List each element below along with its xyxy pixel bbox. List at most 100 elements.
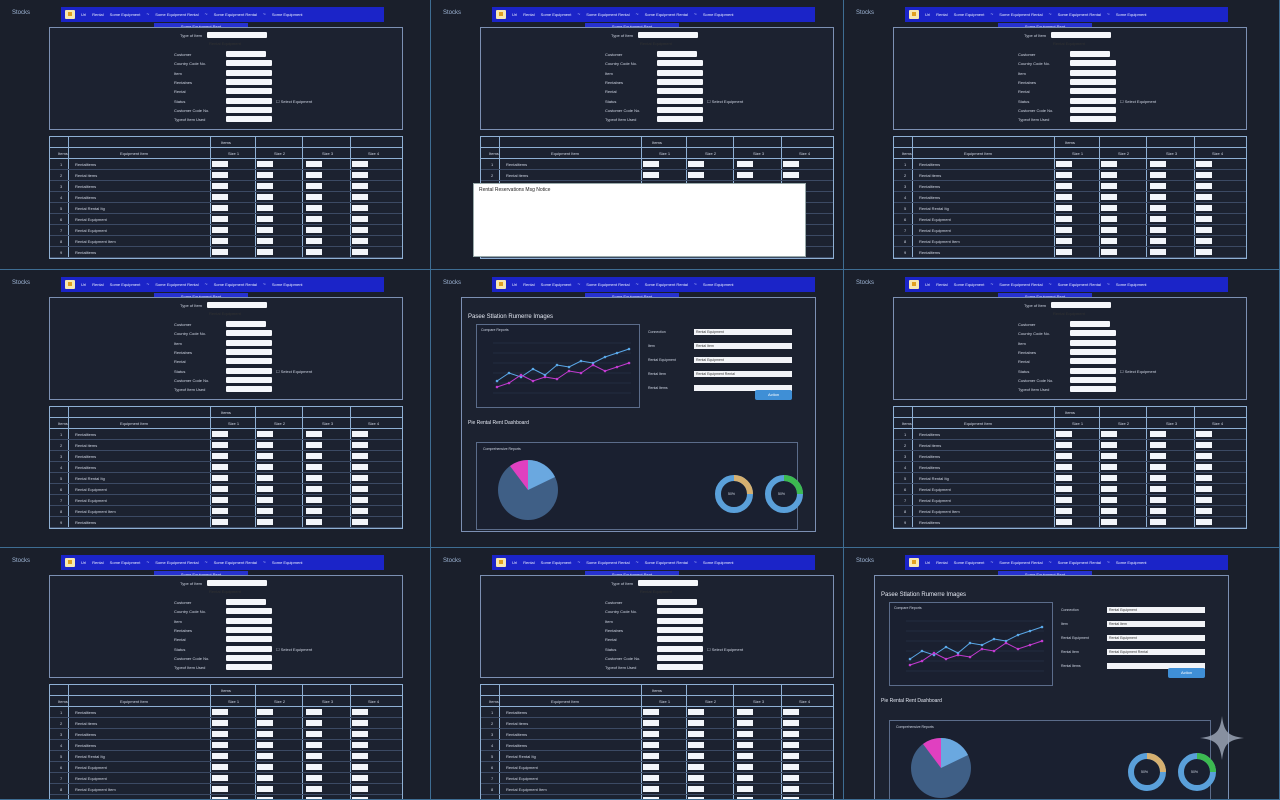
size-input[interactable] [257,216,273,222]
select-equipment-checkbox[interactable]: ☐ Select Equipment [276,647,312,652]
size-input[interactable] [257,183,273,189]
size-input[interactable] [1101,486,1117,492]
nav-item[interactable]: Some Equipment [540,282,572,287]
table-row[interactable]: 7 Rental Equipment [50,773,402,784]
size-input[interactable] [1196,508,1212,514]
size-input[interactable] [306,497,322,503]
size-input[interactable] [688,709,704,715]
size-input[interactable] [1056,227,1072,233]
size-input[interactable] [257,431,273,437]
form-field[interactable] [657,654,703,661]
table-row[interactable]: 2 Rental items [894,170,1246,181]
size-input[interactable] [212,183,228,189]
size-input[interactable] [1196,172,1212,178]
nav-item[interactable]: Some Equipment [109,282,141,287]
column-header[interactable]: Items [902,151,912,156]
size-input[interactable] [1150,249,1166,255]
size-input[interactable] [1056,161,1072,167]
size-input[interactable] [1196,183,1212,189]
size-input[interactable] [1101,453,1117,459]
column-header[interactable]: Items [58,421,68,426]
table-row[interactable]: 1 Rentalitems [50,159,402,170]
form-field[interactable] [226,330,272,337]
size-input[interactable] [212,720,228,726]
size-input[interactable] [783,742,799,748]
size-input[interactable] [737,797,753,799]
table-row[interactable]: 5 Rental Rental Itg [50,473,402,484]
nav-item[interactable]: Url [925,282,931,287]
form-field[interactable] [1070,330,1116,337]
nav-item[interactable]: Some Equipment [953,12,985,17]
form-field[interactable] [1070,97,1116,104]
form-field[interactable] [226,654,272,661]
size-input[interactable] [352,497,368,503]
type-field[interactable]: Rental Equipment [207,580,267,594]
size-input[interactable] [257,172,273,178]
size-input[interactable] [257,764,273,770]
size-input[interactable] [783,172,799,178]
form-field[interactable] [226,386,272,393]
size-input[interactable] [783,720,799,726]
size-input[interactable] [1101,227,1117,233]
size-input[interactable] [306,475,322,481]
form-field[interactable] [1070,339,1116,346]
size-input[interactable] [643,720,659,726]
size-input[interactable] [306,720,322,726]
nav-item[interactable]: Some Equipment [1115,12,1147,17]
table-row[interactable]: 1 Rentalitems [894,159,1246,170]
app-logo-icon[interactable] [65,558,75,567]
column-header[interactable]: Size 2 [274,699,286,704]
size-input[interactable] [1101,183,1117,189]
nav-item[interactable]: Some Equipment Rental [644,560,688,565]
form-field[interactable] [1070,386,1116,393]
nav-item[interactable]: Some Equipment [109,560,141,565]
app-logo-icon[interactable] [909,558,919,567]
nav-item[interactable]: Some Equipment [1115,560,1147,565]
size-input[interactable] [212,161,228,167]
nav-item[interactable]: Some Equipment Rental [644,12,688,17]
size-input[interactable] [212,431,228,437]
size-input[interactable] [688,764,704,770]
nav-item[interactable]: Url [512,282,518,287]
size-input[interactable] [688,775,704,781]
size-input[interactable] [737,753,753,759]
table-row[interactable]: 8 Rental Equipment Item [50,506,402,517]
size-input[interactable] [1150,227,1166,233]
nav-item[interactable]: Rental [936,282,948,287]
size-input[interactable] [1150,497,1166,503]
column-header[interactable]: Items [489,151,499,156]
size-input[interactable] [1150,238,1166,244]
table-row[interactable]: 2 Rental items [50,170,402,181]
size-input[interactable] [306,431,322,437]
form-field[interactable] [1070,69,1116,76]
table-row[interactable]: 2 Rental items [50,440,402,451]
size-input[interactable] [352,519,368,525]
size-input[interactable] [1150,475,1166,481]
column-header[interactable]: Items [58,151,68,156]
size-input[interactable] [1196,442,1212,448]
size-input[interactable] [352,238,368,244]
column-header[interactable]: Size 2 [1118,151,1130,156]
size-input[interactable] [352,453,368,459]
size-input[interactable] [352,797,368,799]
nav-item[interactable]: Some Equipment Rental [213,12,257,17]
size-input[interactable] [306,453,322,459]
size-input[interactable] [783,731,799,737]
column-header[interactable]: Size 1 [228,421,240,426]
size-input[interactable] [212,709,228,715]
table-row[interactable]: 6 Rental Equipment [894,484,1246,495]
size-input[interactable] [643,742,659,748]
type-field[interactable]: Rental Equipment [207,32,267,46]
column-header[interactable]: Size 3 [322,151,334,156]
column-header[interactable]: Size 4 [368,421,380,426]
column-header[interactable]: Size 4 [1212,421,1224,426]
size-input[interactable] [737,764,753,770]
size-input[interactable] [1150,453,1166,459]
nav-item[interactable]: Some Equipment Rental [999,282,1043,287]
size-input[interactable] [212,442,228,448]
table-row[interactable]: 3 Rentalitems [894,451,1246,462]
nav-item[interactable]: Some Equipment Rental [1057,12,1101,17]
type-field[interactable]: Rental Equipment [207,302,267,316]
side-field[interactable]: Rental Item [1107,621,1205,627]
form-field[interactable] [226,339,272,346]
